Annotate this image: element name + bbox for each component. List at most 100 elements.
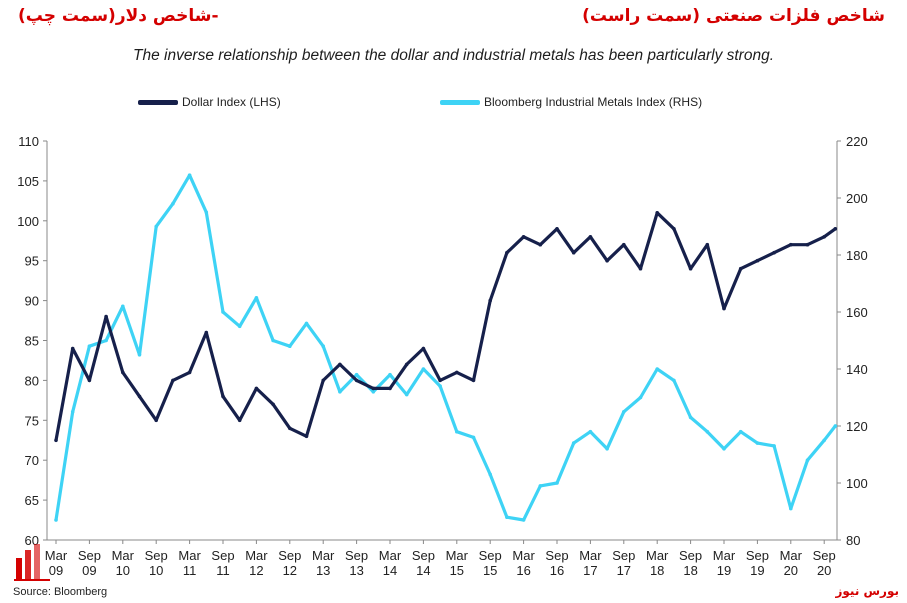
series-industrial-metals-point bbox=[455, 429, 459, 434]
x-tick-label: Sep 19 bbox=[746, 548, 769, 578]
legend-swatch-dollar bbox=[138, 99, 178, 105]
x-tick-label: Sep 18 bbox=[679, 548, 702, 578]
x-tick-label: Mar 13 bbox=[312, 548, 335, 578]
x-tick-label: Mar 15 bbox=[446, 548, 469, 578]
series-industrial-metals-point bbox=[371, 390, 376, 394]
series-industrial-metals-point bbox=[738, 429, 743, 434]
series-industrial-metals-point bbox=[137, 353, 142, 357]
series-industrial-metals-point bbox=[505, 515, 509, 519]
series-dollar-index-point bbox=[622, 242, 626, 247]
series-dollar-index-point bbox=[254, 386, 259, 391]
x-tick-label: Mar 09 bbox=[45, 548, 68, 578]
left-tick-label: 75 bbox=[25, 413, 39, 428]
bourse-news-logo bbox=[14, 544, 50, 581]
left-tick-label: 80 bbox=[25, 373, 39, 388]
x-tick-label: Mar 10 bbox=[112, 548, 135, 578]
series-industrial-metals-point bbox=[805, 458, 810, 463]
series-dollar-index-point bbox=[505, 250, 509, 255]
series-industrial-metals-point bbox=[571, 441, 576, 445]
chart-axes: 6065707580859095100105110801001201401601… bbox=[17, 134, 867, 578]
x-tick-label: Mar 16 bbox=[512, 548, 535, 578]
left-tick-label: 110 bbox=[18, 134, 39, 149]
left-tick-label: 65 bbox=[25, 493, 39, 508]
series-dollar-index-point bbox=[404, 362, 409, 367]
left-tick-label: 100 bbox=[17, 214, 39, 229]
series-industrial-metals-point bbox=[288, 344, 292, 349]
chart-source: Source: Bloomberg bbox=[13, 586, 108, 598]
legend-label-dollar: Dollar Index (LHS) bbox=[182, 95, 281, 109]
series-industrial-metals-point bbox=[187, 173, 192, 177]
series-industrial-metals-point bbox=[538, 484, 543, 488]
series-industrial-metals-point bbox=[471, 435, 476, 440]
x-tick-label: Mar 14 bbox=[379, 548, 402, 578]
series-industrial-metals bbox=[54, 173, 837, 522]
series-dollar-index-point bbox=[521, 235, 526, 239]
series-dollar-index-point bbox=[672, 227, 676, 231]
legend-swatch-metals bbox=[440, 99, 480, 105]
x-tick-label: Sep 15 bbox=[479, 548, 502, 578]
x-tick-label: Sep 20 bbox=[813, 548, 836, 578]
series-dollar-index-point bbox=[755, 258, 760, 263]
series-industrial-metals-point bbox=[354, 372, 359, 377]
series-dollar-index-point bbox=[571, 250, 576, 255]
right-tick-label: 120 bbox=[846, 419, 868, 434]
series-dollar-index-point bbox=[438, 378, 442, 383]
series-dollar-index-point bbox=[455, 370, 459, 375]
series-dollar-index-point bbox=[70, 346, 75, 351]
series-dollar-index-point bbox=[805, 242, 810, 247]
series-industrial-metals-point bbox=[755, 441, 760, 445]
series-dollar-index-point bbox=[605, 258, 609, 263]
series-industrial-metals-point bbox=[404, 392, 409, 397]
series-dollar-index-point bbox=[187, 370, 192, 375]
series-dollar-index-point bbox=[87, 378, 92, 383]
series-dollar-index-point bbox=[271, 402, 275, 407]
series-dollar-index-point bbox=[538, 242, 543, 247]
series-dollar-index-point bbox=[833, 227, 838, 231]
x-tick-label: Mar 11 bbox=[178, 548, 201, 578]
series-industrial-metals-point bbox=[722, 447, 726, 451]
series-dollar-index-point bbox=[104, 314, 108, 319]
right-tick-label: 180 bbox=[846, 248, 868, 263]
series-dollar-index-point bbox=[471, 378, 476, 383]
series-industrial-metals-point bbox=[304, 321, 309, 326]
x-tick-label: Mar 19 bbox=[713, 548, 736, 578]
legend-item-dollar: Dollar Index (LHS) bbox=[138, 95, 281, 109]
series-industrial-metals-point bbox=[338, 390, 342, 394]
x-tick-label: Sep 16 bbox=[545, 548, 568, 578]
right-tick-label: 160 bbox=[846, 305, 868, 320]
x-tick-label: Sep 12 bbox=[278, 548, 301, 578]
persian-title-left: -شاخص دلار(سمت چپ) bbox=[18, 6, 219, 26]
right-tick-label: 200 bbox=[846, 191, 868, 206]
x-tick-label: Sep 11 bbox=[211, 548, 234, 578]
series-dollar-index-point bbox=[722, 306, 726, 311]
right-tick-label: 140 bbox=[846, 362, 868, 377]
left-tick-label: 90 bbox=[25, 294, 39, 309]
series-industrial-metals-point bbox=[254, 296, 259, 300]
series-dollar-index-point bbox=[121, 370, 125, 375]
series-dollar-index-point bbox=[221, 394, 225, 399]
persian-title-right: شاخص فلزات صنعتی (سمت راست) bbox=[582, 6, 885, 26]
right-tick-label: 100 bbox=[846, 476, 868, 491]
series-dollar-index-point bbox=[421, 346, 426, 351]
series-dollar-index-point bbox=[738, 266, 743, 271]
series-industrial-metals-point bbox=[204, 210, 209, 215]
series-industrial-metals-point bbox=[521, 518, 526, 522]
series-dollar-index-point bbox=[588, 235, 593, 239]
series-dollar-index-point bbox=[321, 378, 326, 383]
x-tick-label: Mar 20 bbox=[780, 548, 803, 578]
series-industrial-metals-point bbox=[605, 447, 609, 451]
series-dollar-index-point bbox=[772, 250, 776, 255]
series-dollar-index-point bbox=[705, 242, 710, 247]
x-tick-label: Mar 17 bbox=[579, 548, 602, 578]
series-industrial-metals-point bbox=[555, 481, 559, 485]
series-industrial-metals-point bbox=[271, 338, 275, 343]
left-tick-label: 105 bbox=[17, 174, 39, 189]
series-industrial-metals-point bbox=[705, 429, 710, 434]
series-industrial-metals-point bbox=[488, 472, 493, 477]
x-tick-label: Sep 14 bbox=[412, 548, 435, 578]
series-industrial-metals-point bbox=[789, 506, 793, 511]
series-dollar-index-point bbox=[388, 386, 392, 391]
right-tick-label: 80 bbox=[846, 533, 860, 548]
series-industrial-metals-point bbox=[772, 444, 776, 448]
